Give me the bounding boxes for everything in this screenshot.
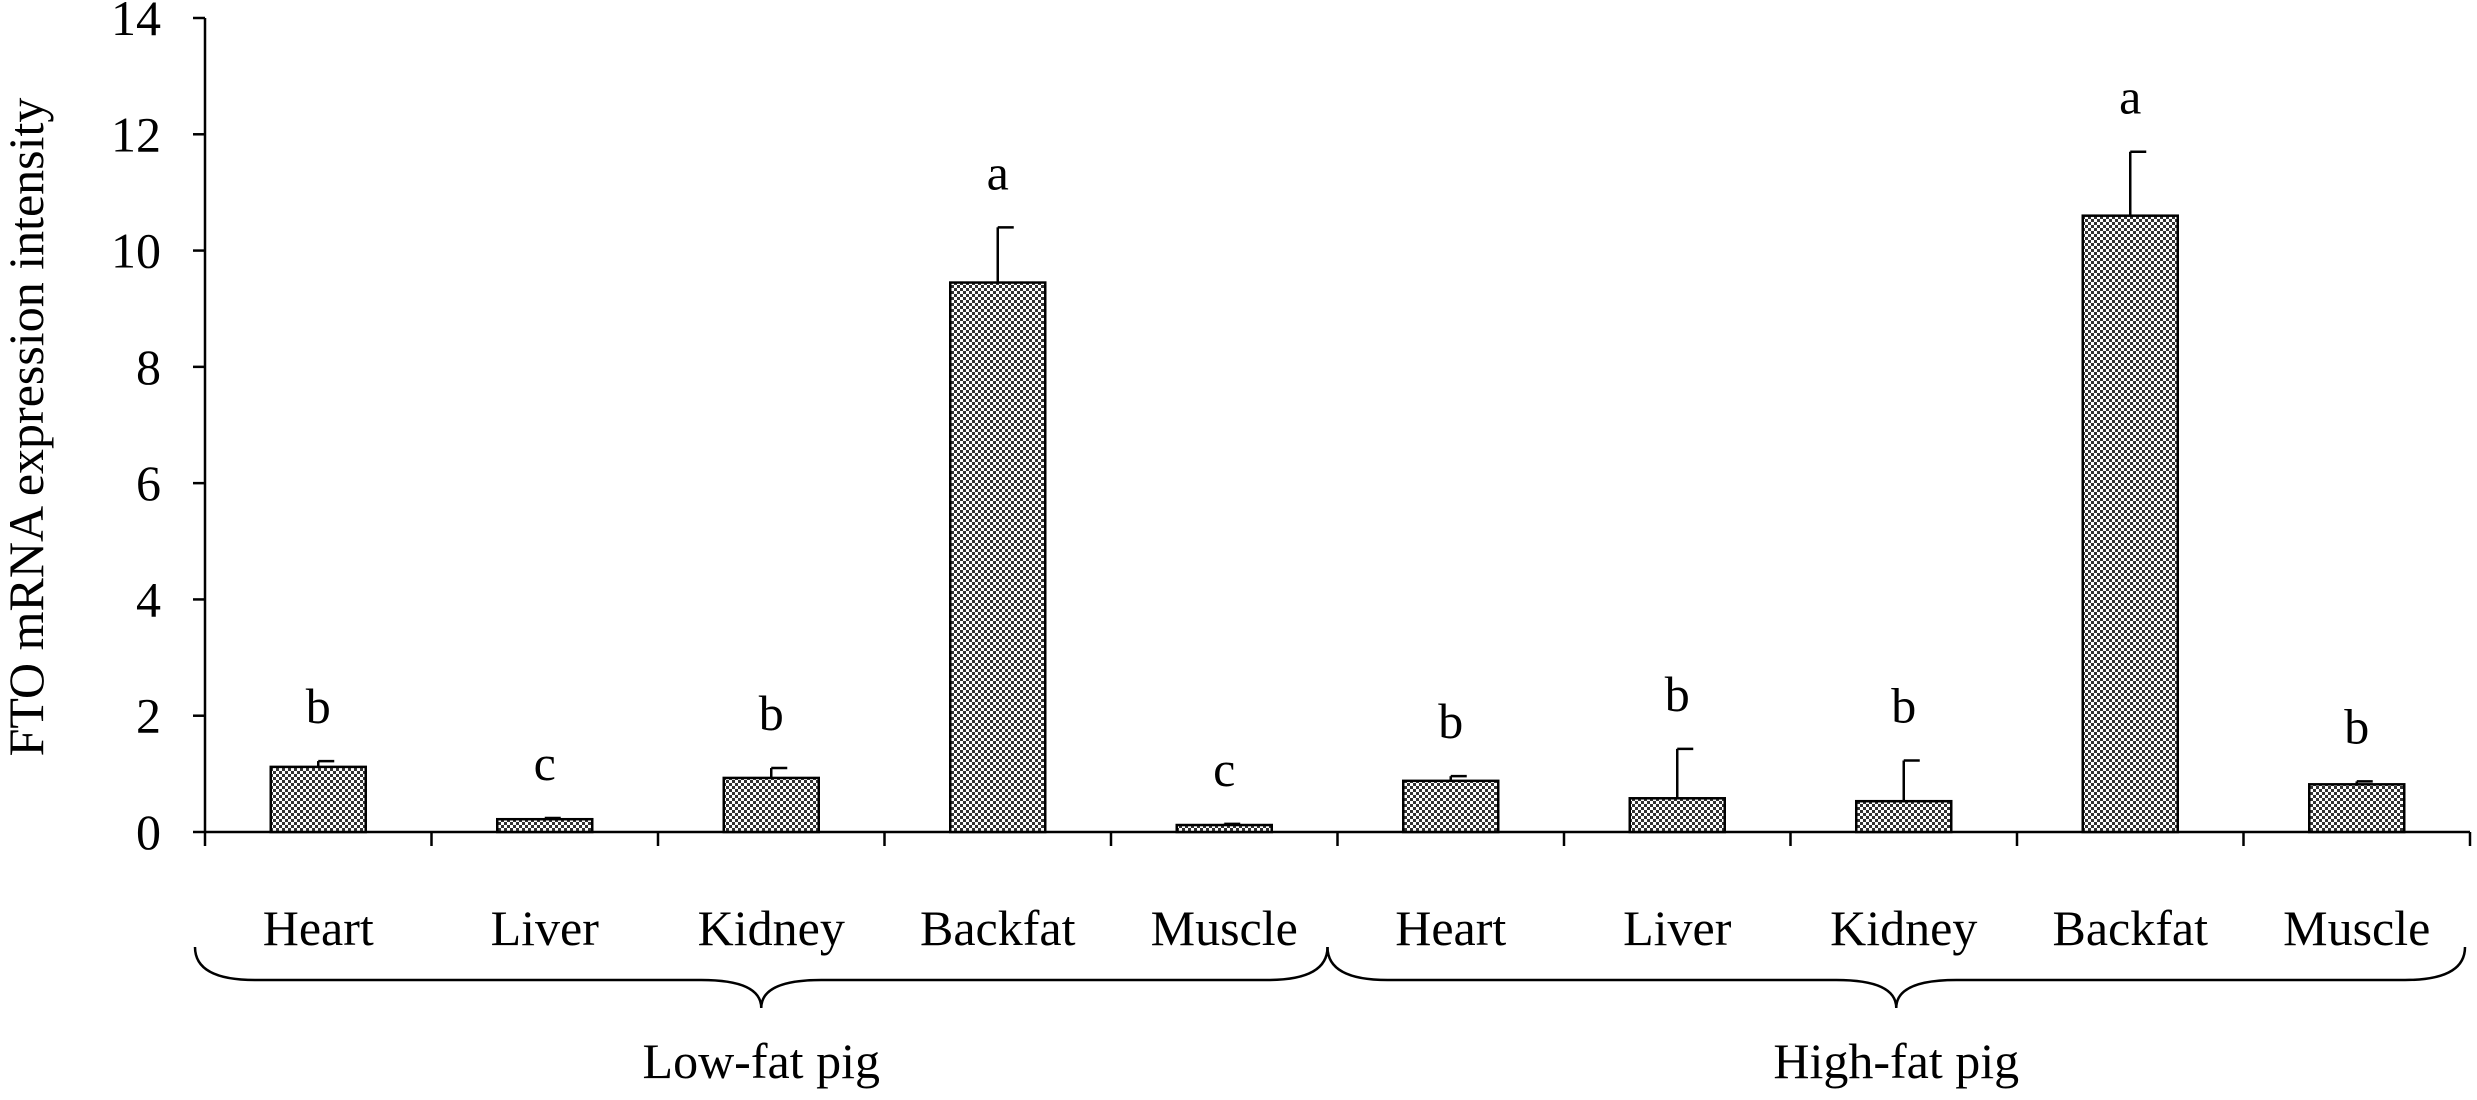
x-tick-label: Muscle bbox=[2283, 900, 2430, 956]
x-tick-label: Kidney bbox=[698, 900, 845, 956]
x-tick-label: Kidney bbox=[1830, 900, 1977, 956]
significance-letter: b bbox=[2344, 698, 2369, 754]
y-tick-label: 0 bbox=[136, 804, 161, 860]
bar-muscle-high-fat bbox=[2308, 783, 2406, 834]
labels: 0 2 4 6 8 10 12 14 FTO mRNA expression intensity… bbox=[0, 0, 2430, 1089]
x-tick-label: Backfat bbox=[2053, 900, 2209, 956]
bar-kidney-high-fat bbox=[1855, 799, 1953, 834]
bar-heart-low-fat bbox=[269, 765, 367, 834]
x-tick-label: Liver bbox=[491, 900, 600, 956]
y-tick-label: 10 bbox=[111, 223, 161, 279]
x-tick-label: Muscle bbox=[1151, 900, 1298, 956]
significance-letter: a bbox=[2119, 69, 2141, 125]
significance-letter: a bbox=[987, 144, 1009, 200]
significance-letter: b bbox=[759, 685, 784, 741]
y-tick-label: 2 bbox=[136, 688, 161, 744]
bar-heart-high-fat bbox=[1402, 779, 1500, 834]
x-tick-label: Liver bbox=[1623, 900, 1732, 956]
y-tick-label: 6 bbox=[136, 455, 161, 511]
x-tick-label: Heart bbox=[1395, 900, 1506, 956]
bar-backfat-low-fat bbox=[949, 281, 1047, 834]
bars bbox=[269, 150, 2406, 834]
bar-kidney-low-fat bbox=[722, 776, 820, 834]
significance-letter: b bbox=[306, 678, 331, 734]
bar-muscle-low-fat bbox=[1175, 823, 1273, 834]
y-tick-label: 8 bbox=[136, 339, 161, 395]
significance-letter: c bbox=[1213, 741, 1235, 797]
x-tick-label: Heart bbox=[263, 900, 374, 956]
significance-letter: b bbox=[1438, 693, 1463, 749]
significance-letter: b bbox=[1891, 677, 1916, 733]
y-tick-label: 4 bbox=[136, 571, 161, 627]
group-brace bbox=[193, 946, 1329, 1009]
group-label: Low-fat pig bbox=[643, 1033, 880, 1089]
y-tick-label: 14 bbox=[111, 0, 161, 46]
group-label: High-fat pig bbox=[1773, 1033, 2019, 1089]
bar-backfat-high-fat bbox=[2081, 214, 2179, 834]
y-axis-title: FTO mRNA expression intensity bbox=[0, 98, 54, 757]
significance-letter: c bbox=[534, 735, 556, 791]
y-tick-label: 12 bbox=[111, 106, 161, 162]
bar-liver-high-fat bbox=[1628, 797, 1726, 834]
x-tick-label: Backfat bbox=[920, 900, 1076, 956]
group-brace bbox=[1326, 946, 2467, 1009]
significance-letter: b bbox=[1665, 666, 1690, 722]
bar-liver-low-fat bbox=[496, 817, 594, 834]
